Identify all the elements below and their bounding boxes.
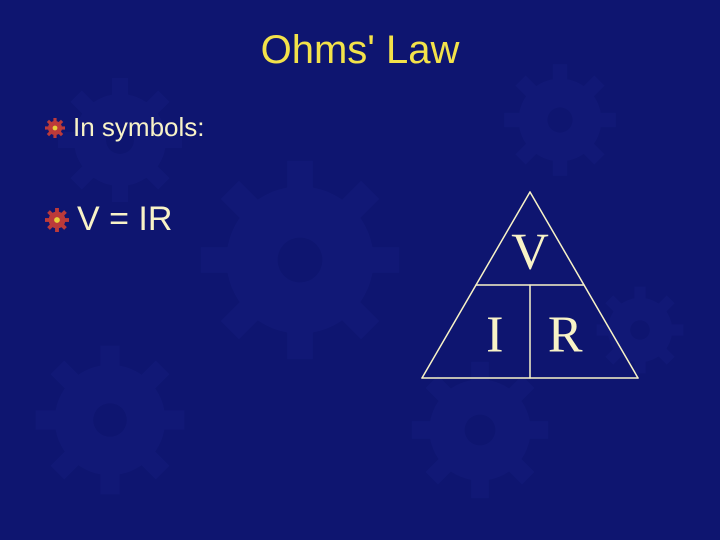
triangle-outline [420, 190, 640, 380]
gear-bullet-icon [45, 208, 69, 232]
triangle-letter-v: V [511, 222, 549, 281]
bullet-text-2: V = IR [77, 200, 172, 239]
bullet-row-1: In symbols: [45, 112, 205, 143]
triangle-letter-r: R [548, 306, 583, 365]
triangle-letter-i: I [486, 306, 503, 365]
gear-bullet-icon [45, 118, 65, 138]
bullet-text-1: In symbols: [73, 112, 205, 143]
slide-title: Ohms' Law [0, 28, 720, 73]
slide: Ohms' Law [0, 0, 720, 540]
bullet-row-2: V = IR [45, 200, 172, 239]
ohms-law-triangle: V I R [420, 190, 640, 380]
